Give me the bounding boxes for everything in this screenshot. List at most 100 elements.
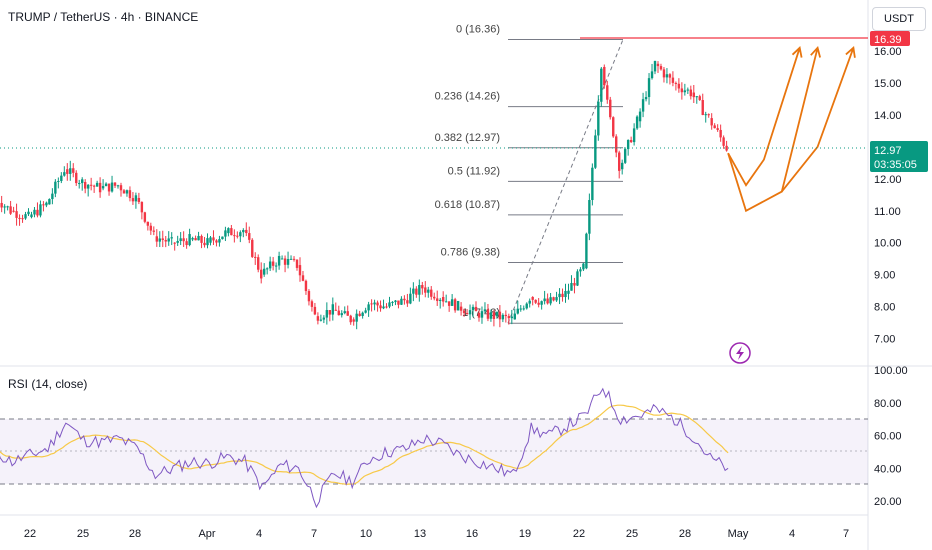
candle-body [561,293,564,298]
rsi-tick-label: 40.00 [874,463,902,475]
candle-body [695,96,698,98]
price-tick-label: 16.00 [874,46,902,58]
currency-unit-button[interactable]: USDT [872,7,926,31]
candle-body [525,303,528,309]
candle-body [713,125,716,129]
candle-body [606,85,609,100]
candle-body [54,181,57,194]
time-tick-label: 25 [77,528,89,540]
time-tick-label: 10 [360,528,372,540]
candle-body [81,179,84,184]
candle-body [552,297,555,301]
candle-body [486,309,490,319]
rsi-tick-label: 80.00 [874,398,902,410]
candle-body [591,167,594,201]
time-tick-label: 22 [24,528,36,540]
candle-body [444,301,448,303]
candle-body [346,311,349,316]
candle-body [603,66,606,86]
candle-body [623,149,627,163]
candle-body [39,204,42,216]
candle-body [477,312,481,318]
candle-body [206,238,209,246]
candle-body [656,63,660,67]
candle-body [719,129,722,138]
fib-level-label: 0.618 (10.87) [435,199,500,211]
candle-body [480,311,484,318]
candle-body [701,100,704,115]
candle-body [421,285,424,289]
candle-body [722,137,725,146]
candle-body [698,96,701,101]
candle-body [313,306,317,315]
candle-body [131,198,135,202]
candle-body [635,116,639,129]
candle-body [197,235,200,241]
candle-body [280,258,284,260]
rsi-tick-label: 60.00 [874,431,902,443]
candle-body [254,256,257,258]
projection-path [727,47,801,187]
candle-body [277,255,281,266]
candle-body [373,302,376,305]
candle-body [182,238,185,242]
price-tick-label: 14.00 [874,110,902,122]
chart-title: TRUMP / TetherUS · 4h · BINANCE [8,10,198,24]
rsi-tick-label: 100.00 [874,365,908,377]
rsi-label: RSI (14, close) [8,377,87,391]
price-tick-label: 7.00 [874,334,895,346]
candle-body [427,289,430,293]
candle-body [453,299,457,311]
candle-body [245,229,248,234]
candle-body [543,298,546,302]
projection-path [727,47,819,213]
candle-body [21,218,24,220]
candle-body [367,304,370,311]
candle-body [343,311,346,314]
candle-body [513,313,516,320]
candle-body [528,300,531,304]
time-tick-label: May [728,528,749,540]
candle-body [295,259,299,268]
candle-body [507,316,511,319]
candle-body [474,306,478,312]
candle-body [158,238,161,242]
candle-body [27,211,30,215]
candle-body [531,297,534,300]
candle-body [653,60,657,72]
candle-body [236,235,239,237]
time-tick-label: 13 [414,528,426,540]
candle-body [546,298,549,304]
candle-body [489,312,493,319]
candle-body [391,301,394,303]
candle-body [650,71,654,79]
candle-body [185,241,188,246]
candle-body [468,310,472,315]
candle-body [33,209,36,215]
candle-body [149,225,153,231]
candle-body [227,228,230,234]
candle-body [24,214,27,219]
candle-body [194,238,197,241]
candle-body [406,300,409,304]
candle-body [364,310,367,313]
candle-body [462,310,466,313]
candle-body [92,185,96,187]
flash-icon[interactable] [729,342,751,364]
fib-level-label: 0.236 (14.26) [435,91,500,103]
price-tick-label: 11.00 [874,206,901,218]
candle-body [298,265,302,276]
candle-body [612,117,615,137]
candle-body [325,310,329,318]
candle-body [555,297,558,301]
candle-body [516,308,519,314]
candle-body [63,172,66,176]
time-tick-label: 16 [466,528,478,540]
candle-body [501,314,505,320]
candle-body [647,78,651,98]
candle-body [459,306,463,311]
candle-body [620,162,624,170]
candle-body [686,89,690,91]
candle-body [456,301,460,311]
